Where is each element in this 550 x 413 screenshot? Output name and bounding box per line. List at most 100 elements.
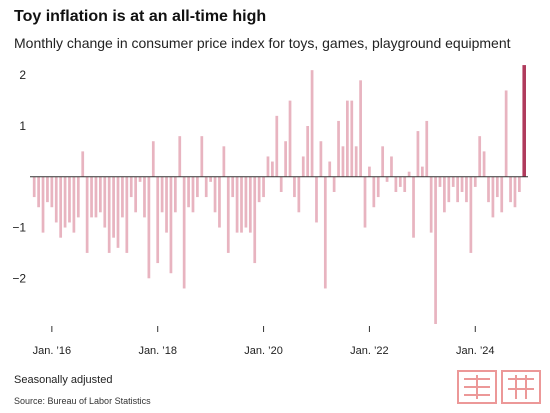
- bar: [372, 176, 376, 208]
- bar: [350, 100, 354, 177]
- bar: [381, 146, 385, 177]
- bar: [456, 176, 459, 203]
- bar: [147, 176, 151, 279]
- bar: [518, 176, 521, 192]
- bar: [222, 146, 226, 177]
- bar: [63, 176, 67, 228]
- watermark-logo: [457, 370, 541, 404]
- bar: [76, 176, 80, 218]
- bar: [288, 100, 292, 177]
- bar: [495, 176, 499, 198]
- bar: [403, 176, 407, 192]
- bar: [196, 176, 199, 198]
- chart-subtitle: Monthly change in consumer price index f…: [14, 35, 511, 51]
- bar: [125, 176, 129, 253]
- bar: [284, 141, 287, 177]
- bar: [385, 176, 389, 182]
- bar: [425, 120, 429, 177]
- bar: [323, 176, 327, 289]
- bar: [248, 176, 252, 233]
- bar: [451, 176, 455, 187]
- bar: [266, 156, 270, 177]
- bar: [434, 176, 437, 324]
- bar: [416, 131, 420, 177]
- bar: [116, 176, 120, 248]
- bar: [482, 151, 486, 177]
- bar: [191, 176, 195, 213]
- bar: [465, 176, 468, 203]
- bar: [491, 176, 495, 218]
- bar: [315, 176, 318, 223]
- bar: [107, 176, 111, 253]
- bar: [412, 176, 415, 238]
- bar: [513, 176, 517, 208]
- bar: [332, 176, 336, 192]
- y-tick-label: 1: [19, 119, 26, 133]
- bar: [218, 176, 221, 228]
- y-tick-label: 2: [19, 68, 26, 82]
- x-tick-label: Jan. ’22: [350, 345, 389, 357]
- footnote-seasonally-adjusted: Seasonally adjusted: [14, 374, 113, 386]
- bar: [235, 176, 239, 233]
- bar: [178, 136, 182, 177]
- x-tick-label: Jan. ’16: [33, 345, 72, 357]
- bar: [341, 146, 345, 177]
- bar: [59, 176, 63, 238]
- bar: [200, 136, 204, 177]
- bar: [443, 176, 446, 213]
- bar: [121, 176, 124, 218]
- bar: [138, 176, 142, 182]
- bar: [85, 176, 89, 253]
- bar: [337, 120, 340, 177]
- bar: [94, 176, 98, 218]
- bar: [306, 126, 310, 177]
- y-tick-label: −1: [12, 221, 26, 235]
- bar: [151, 141, 155, 177]
- bar: [209, 176, 212, 182]
- bar-chart: 21−1−2 Jan. ’16 Jan. ’18 Jan. ’20 Jan. ’22 J…: [12, 65, 528, 357]
- bar: [103, 176, 107, 228]
- x-tick-label: Jan. ’24: [456, 345, 495, 357]
- bar: [398, 176, 402, 187]
- bar: [99, 176, 102, 213]
- bar: [32, 176, 36, 198]
- bar: [187, 176, 190, 208]
- x-axis-ticks: Jan. ’16 Jan. ’18 Jan. ’20 Jan. ’22 Jan. ’24: [33, 326, 495, 357]
- bar: [262, 176, 265, 198]
- bar: [460, 176, 464, 192]
- bar: [363, 176, 367, 228]
- bar: [54, 176, 58, 223]
- bar: [478, 136, 482, 177]
- bar: [160, 176, 164, 213]
- bar: [447, 176, 451, 203]
- y-tick-label: −2: [12, 271, 26, 285]
- bar: [90, 176, 93, 218]
- bar: [213, 176, 217, 213]
- bar: [328, 161, 332, 177]
- bar: [81, 151, 85, 177]
- bar: [368, 166, 371, 177]
- bar: [253, 176, 257, 264]
- bar: [156, 176, 160, 264]
- bar: [275, 115, 279, 177]
- bar: [359, 80, 362, 177]
- bar: [394, 176, 398, 192]
- bar: [46, 176, 49, 203]
- bar: [504, 90, 508, 177]
- bar: [112, 176, 115, 238]
- bar: [231, 176, 235, 198]
- bar-latest-highlight: [522, 65, 526, 177]
- bar: [41, 176, 45, 233]
- bar: [438, 176, 442, 187]
- bar: [68, 176, 71, 223]
- bar: [129, 176, 133, 198]
- bar: [143, 176, 146, 218]
- bar: [169, 176, 173, 274]
- bar: [182, 176, 186, 289]
- bar: [500, 176, 504, 213]
- chart-title: Toy inflation is at an all-time high: [14, 8, 267, 25]
- x-tick-label: Jan. ’18: [138, 345, 177, 357]
- bar: [204, 176, 208, 198]
- source-note: Source: Bureau of Labor Statistics: [14, 396, 151, 406]
- bar: [390, 156, 393, 177]
